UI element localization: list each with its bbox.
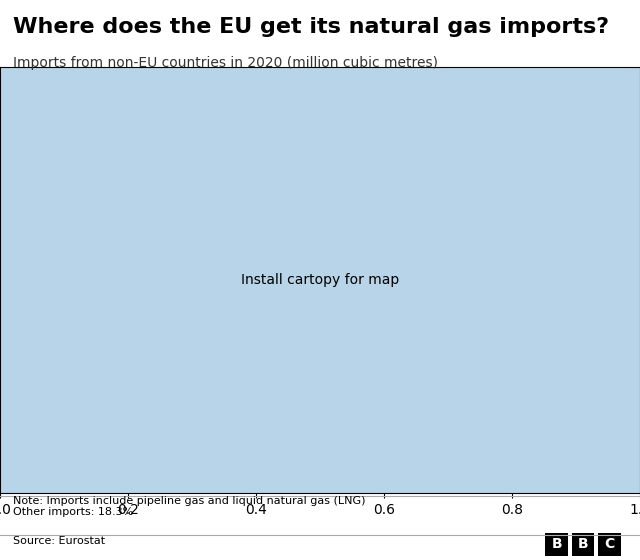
FancyBboxPatch shape xyxy=(598,533,621,556)
Text: Note: Imports include pipeline gas and liquid natural gas (LNG)
Other imports: 1: Note: Imports include pipeline gas and l… xyxy=(13,496,365,517)
FancyBboxPatch shape xyxy=(572,533,595,556)
Text: C: C xyxy=(604,537,614,551)
Text: B: B xyxy=(578,537,588,551)
Text: Imports from non-EU countries in 2020 (million cubic metres): Imports from non-EU countries in 2020 (m… xyxy=(13,56,438,70)
FancyBboxPatch shape xyxy=(545,533,568,556)
Text: Install cartopy for map: Install cartopy for map xyxy=(241,273,399,287)
Text: B: B xyxy=(552,537,562,551)
Text: Where does the EU get its natural gas imports?: Where does the EU get its natural gas im… xyxy=(13,17,609,37)
Text: Source: Eurostat: Source: Eurostat xyxy=(13,536,105,546)
